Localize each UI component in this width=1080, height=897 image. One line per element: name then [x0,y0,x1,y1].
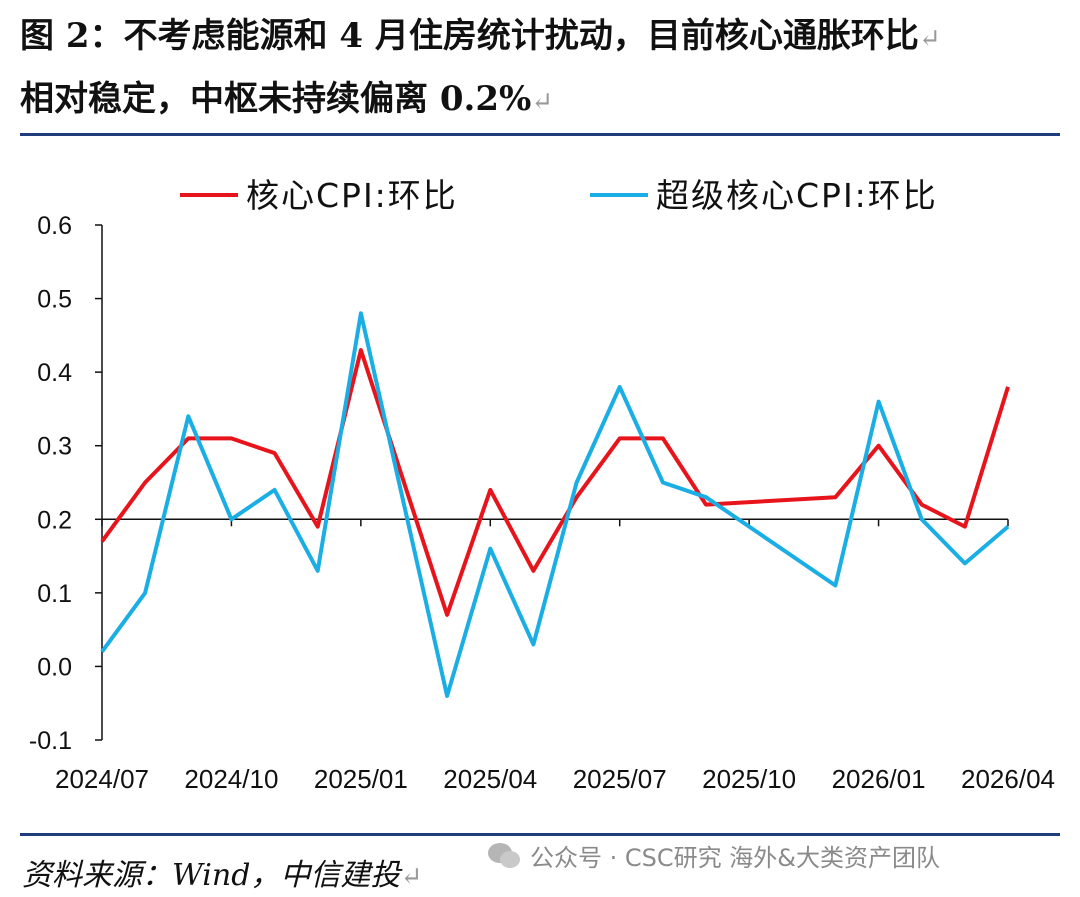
series-line-core-cpi [100,348,1010,617]
line-chart: 核心CPI:环比 超级核心CPI:环比 0.6 0.5 0.4 0.3 0.2 0.1 0.0… [29,176,1055,794]
source-note: 资料来源：Wind，中信建投↵ [22,858,423,893]
series-line-supercore-cpi [100,311,1010,698]
x-tick-label: 2024/10 [184,764,278,794]
return-mark: ↵ [918,24,941,54]
y-tick-label: 0.4 [37,359,72,387]
x-tick-label: 2026/01 [832,764,926,794]
return-mark: ↵ [400,862,423,892]
x-tick-label: 2025/01 [314,764,408,794]
title-line-1: 图 2：不考虑能源和 4 月住房统计扰动，目前核心通胀环比↵ [20,16,941,56]
series-group [100,311,1010,698]
y-axis: 0.6 0.5 0.4 0.3 0.2 0.1 0.0 -0.1 [29,212,103,755]
x-tick-label: 2025/10 [702,764,796,794]
y-tick-label: 0.3 [37,433,72,461]
return-mark: ↵ [531,87,554,117]
chart-title: 图 2：不考虑能源和 4 月住房统计扰动，目前核心通胀环比↵ 相对稳定，中枢未持… [20,6,1070,132]
legend-label-core: 核心CPI:环比 [246,176,458,215]
y-tick-label: 0.1 [37,580,72,608]
watermark-text: 公众号 · CSC研究 海外&大类资产团队 [530,844,940,872]
y-tick-label: 0.5 [37,286,72,314]
y-tick-label: 0.0 [37,653,72,681]
x-tick-label: 2024/07 [55,764,149,794]
watermark: 公众号 · CSC研究 海外&大类资产团队 [488,838,940,873]
title-line-2: 相对稳定，中枢未持续偏离 0.2%↵ [20,79,554,119]
x-tick-label: 2025/04 [443,764,537,794]
y-tick-label: 0.6 [37,212,72,240]
x-axis: 2024/07 2024/10 2025/01 2025/04 2025/07 2025/… [55,518,1055,794]
y-tick-label: -0.1 [29,727,72,755]
wechat-icon [488,842,522,869]
x-tick-label: 2026/04 [961,764,1055,794]
title-rule [20,133,1060,136]
y-tick-label: 0.2 [37,506,72,534]
legend: 核心CPI:环比 超级核心CPI:环比 [180,176,938,215]
x-tick-label: 2025/07 [573,764,667,794]
footer-rule [20,833,1060,836]
legend-label-supercore: 超级核心CPI:环比 [656,176,938,215]
